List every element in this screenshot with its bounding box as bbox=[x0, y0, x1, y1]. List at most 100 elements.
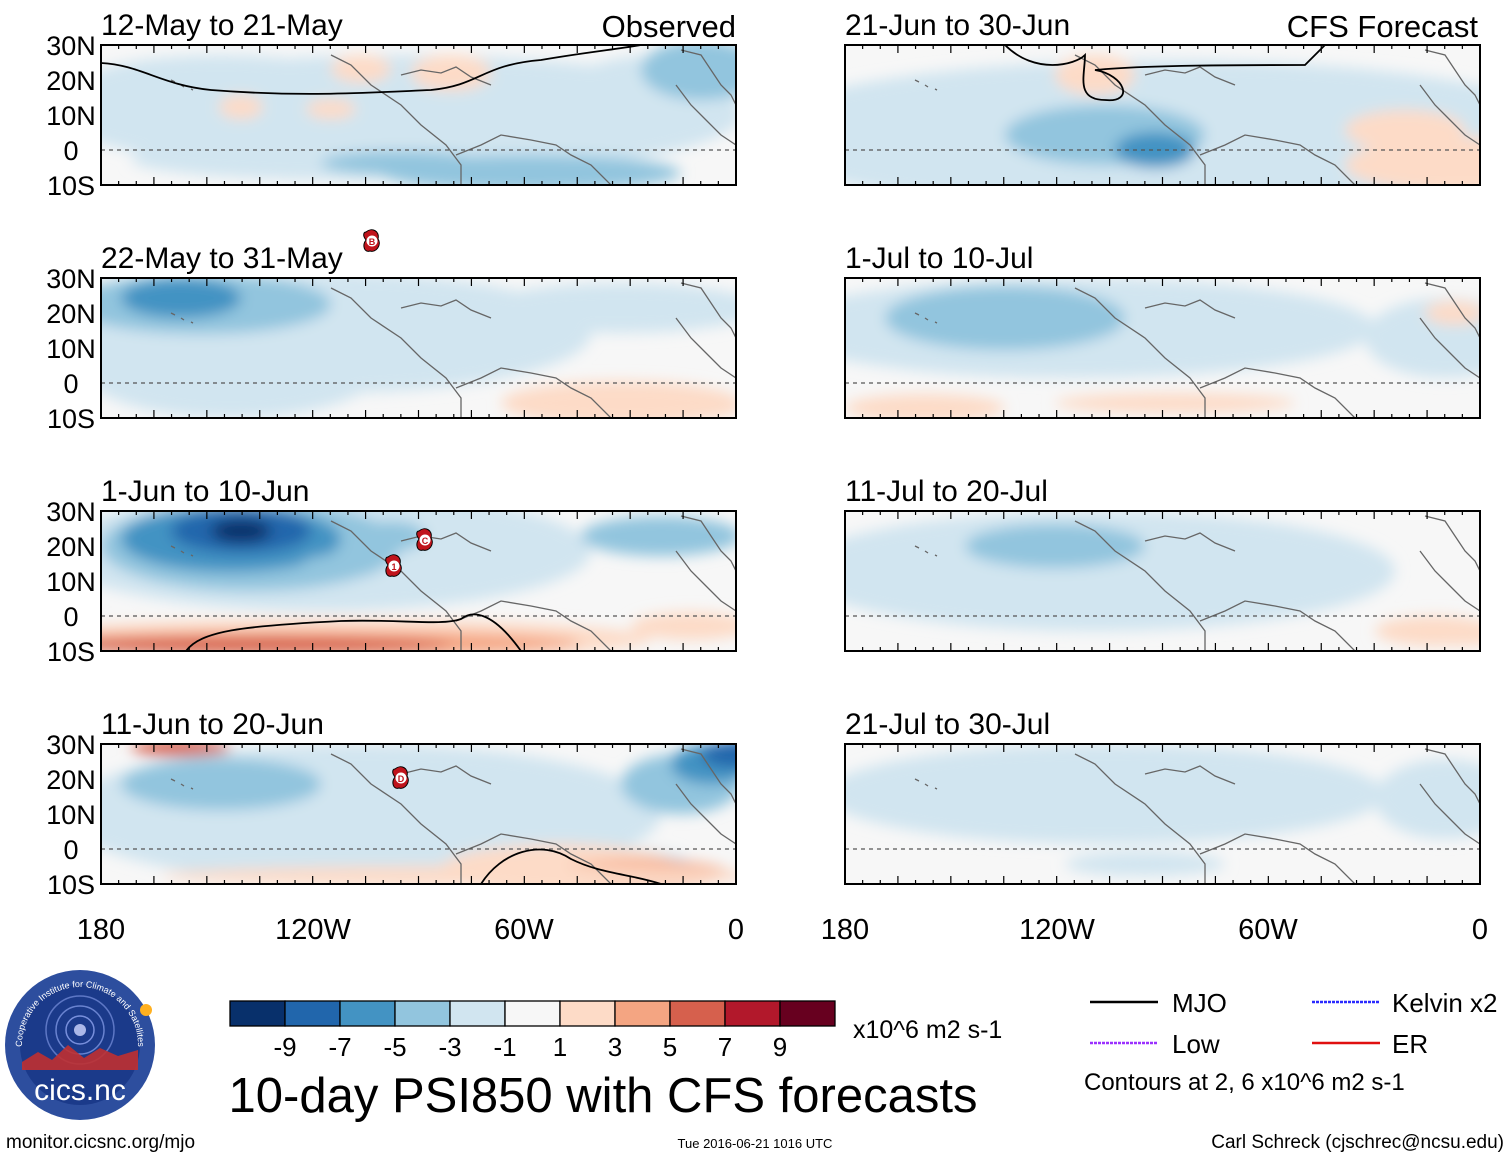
panel-title: 21-Jul to 30-Jul bbox=[845, 708, 1050, 741]
mjo-contour bbox=[101, 45, 642, 95]
lat-label: 0 bbox=[63, 835, 78, 865]
storm-label: B bbox=[369, 237, 376, 247]
legend-label-low: Low bbox=[1172, 1029, 1220, 1059]
lat-label: 30N bbox=[46, 31, 96, 61]
anomaly-shading bbox=[701, 744, 736, 768]
logo-ring-1 bbox=[65, 1015, 95, 1045]
lat-label: 10N bbox=[46, 800, 96, 830]
lat-label: 10S bbox=[47, 404, 95, 434]
map-panel-p5: 21-Jun to 30-Jun bbox=[844, 9, 1481, 186]
lon-label: 60W bbox=[1238, 914, 1298, 946]
coastline bbox=[914, 748, 1480, 884]
colorbar-swatch bbox=[504, 1000, 561, 1027]
storm-marker-1: 1 bbox=[385, 554, 402, 577]
anomaly-shading bbox=[341, 288, 461, 348]
anomaly-shading bbox=[411, 55, 491, 91]
colorbar-swatch bbox=[449, 1000, 506, 1027]
coastline bbox=[914, 515, 1480, 651]
coastline bbox=[170, 748, 736, 884]
lat-label: 30N bbox=[46, 497, 96, 527]
footer-timestamp: Tue 2016-06-21 1016 UTC bbox=[678, 1136, 833, 1151]
map-panel-p3: 30N 20N 10N 0 10S 1-Jun to 10-Jun C 1 bbox=[46, 475, 737, 667]
panel-title: 22-May to 31-May bbox=[101, 242, 343, 275]
anomaly-shading bbox=[211, 519, 271, 543]
anomaly-shading bbox=[621, 396, 736, 418]
legend-label-mjo: MJO bbox=[1172, 988, 1227, 1018]
colorbar-tick: -5 bbox=[383, 1032, 406, 1062]
storm-label: C bbox=[422, 536, 429, 546]
lon-label: 180 bbox=[77, 914, 125, 946]
coastline bbox=[914, 49, 1480, 185]
anomaly-shading bbox=[161, 866, 736, 884]
coastline bbox=[170, 49, 736, 185]
lon-label: 0 bbox=[1472, 914, 1488, 946]
panel-title: 21-Jun to 30-Jun bbox=[845, 9, 1070, 42]
anomaly-shading bbox=[481, 283, 736, 333]
forecast-label: CFS Forecast bbox=[1287, 9, 1479, 44]
anomaly-shading bbox=[219, 95, 263, 119]
lat-label: 0 bbox=[63, 136, 78, 166]
lat-label: 20N bbox=[46, 299, 96, 329]
cics-logo: cics.nc Cooperative Institute for Climat… bbox=[5, 970, 155, 1120]
anomaly-shading bbox=[101, 55, 361, 115]
observed-label: Observed bbox=[602, 9, 736, 44]
colorbar-swatch bbox=[779, 1000, 836, 1027]
lat-label: 10S bbox=[47, 171, 95, 201]
colorbar-swatch bbox=[669, 1000, 726, 1027]
logo-sun-icon bbox=[140, 1004, 152, 1016]
logo-satellite-dot bbox=[74, 1024, 86, 1036]
storm-label: D bbox=[398, 774, 405, 784]
lat-label: 10N bbox=[46, 567, 96, 597]
coastline bbox=[914, 282, 1480, 418]
logo-text: cics.nc bbox=[34, 1074, 126, 1107]
map-panel-p2: 30N 20N 10N 0 10S 22-May to 31-May B bbox=[46, 229, 737, 434]
anomaly-shading bbox=[306, 99, 356, 119]
anomaly-shading bbox=[301, 554, 381, 578]
lat-label: 20N bbox=[46, 532, 96, 562]
anomaly-shading bbox=[1345, 110, 1465, 150]
colorbar-swatch bbox=[614, 1000, 671, 1027]
psi-anomaly-field bbox=[101, 511, 736, 651]
anomaly-shading bbox=[845, 394, 1005, 418]
storm-marker-B: B bbox=[363, 229, 380, 252]
footer-credit: Carl Schreck (cjschrec@ncsu.edu) bbox=[1211, 1132, 1504, 1153]
anomaly-shading bbox=[121, 278, 241, 318]
legend-label-kelvin: Kelvin x2 bbox=[1392, 988, 1498, 1018]
anomaly-shading bbox=[581, 516, 736, 556]
colorbar-tick: 3 bbox=[608, 1032, 622, 1062]
lat-label: 30N bbox=[46, 730, 96, 760]
anomaly-shading bbox=[1435, 626, 1480, 646]
anomaly-shading bbox=[1375, 759, 1480, 839]
anomaly-shading bbox=[845, 744, 1385, 844]
map-panel-p6: 1-Jul to 10-Jul bbox=[844, 242, 1481, 419]
anomaly-shading bbox=[1065, 852, 1225, 876]
psi-anomaly-field bbox=[845, 511, 1480, 651]
lat-label: 10S bbox=[47, 637, 95, 667]
anomaly-shading bbox=[965, 524, 1145, 568]
lat-label: 30N bbox=[46, 264, 96, 294]
psi-anomaly-field bbox=[101, 278, 736, 418]
anomaly-shading bbox=[131, 744, 231, 756]
colorbar-tick: -7 bbox=[328, 1032, 351, 1062]
contour-note: Contours at 2, 6 x10^6 m2 s-1 bbox=[1084, 1069, 1405, 1096]
lat-label: 0 bbox=[63, 602, 78, 632]
colorbar-tick: 5 bbox=[663, 1032, 677, 1062]
anomaly-shading bbox=[121, 758, 321, 810]
anomaly-shading bbox=[885, 286, 1125, 350]
colorbar: -9 -7 -5 -3 -1 1 3 5 7 9 bbox=[229, 1000, 836, 1062]
storm-marker-C: C bbox=[416, 528, 433, 551]
lat-label: 10N bbox=[46, 334, 96, 364]
anomaly-shading bbox=[631, 612, 736, 640]
colorbar-tick: 1 bbox=[553, 1032, 567, 1062]
coastline bbox=[170, 515, 736, 651]
lon-label: 180 bbox=[821, 914, 869, 946]
panel-title: 1-Jul to 10-Jul bbox=[845, 242, 1033, 275]
anomaly-shading bbox=[101, 318, 381, 418]
colorbar-swatch bbox=[724, 1000, 781, 1027]
panel-title: 11-Jul to 20-Jul bbox=[845, 475, 1048, 508]
lon-label: 0 bbox=[728, 914, 744, 946]
lon-label: 60W bbox=[494, 914, 554, 946]
panel-title: 1-Jun to 10-Jun bbox=[101, 475, 309, 508]
